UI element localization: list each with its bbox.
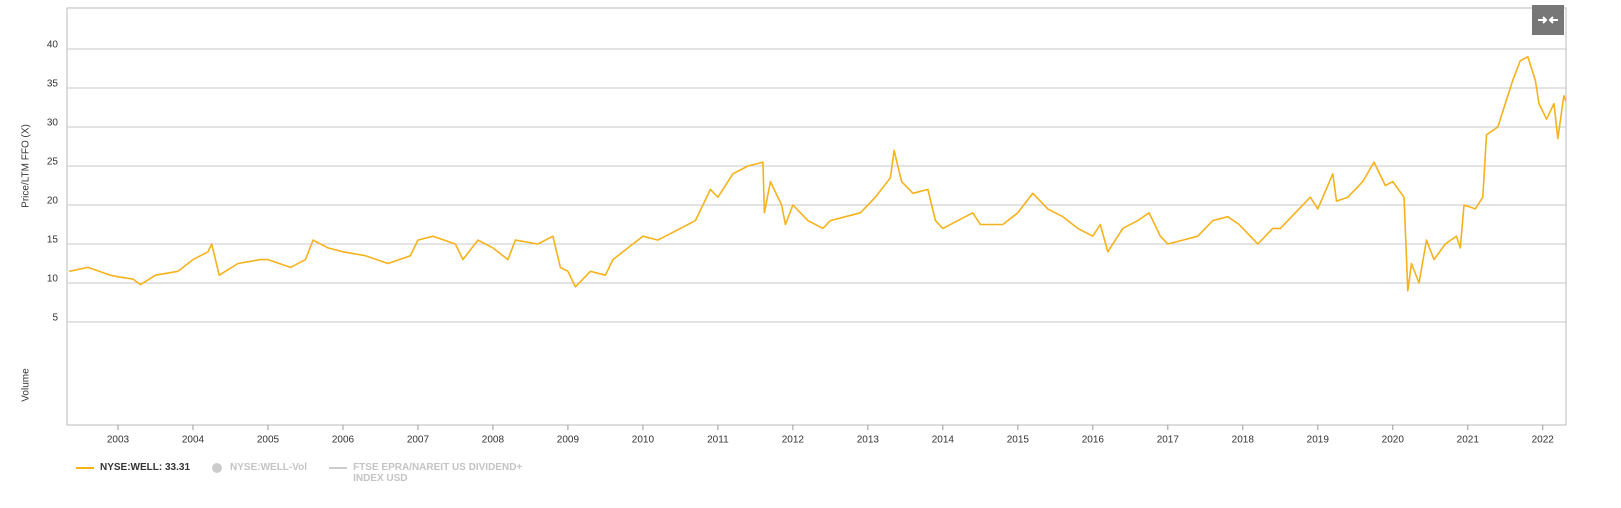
x-tick-label: 2005 <box>257 435 280 446</box>
x-tick-label: 2004 <box>182 435 205 446</box>
x-tick-label: 2020 <box>1382 435 1405 446</box>
legend-item: NYSE:WELL: 33.31 <box>76 462 190 484</box>
x-tick-label: 2009 <box>557 435 580 446</box>
y-tick-label: 15 <box>47 235 59 246</box>
x-tick-label: 2008 <box>482 435 505 446</box>
volume-label: Volume <box>21 368 32 402</box>
legend-item: NYSE:WELL-Vol <box>212 462 307 484</box>
x-tick-label: 2021 <box>1457 435 1480 446</box>
legend-text: NYSE:WELL: 33.31 <box>100 462 191 473</box>
y-axis-label: Price/LTM FFO (X) <box>21 124 32 208</box>
x-tick-label: 2003 <box>107 435 130 446</box>
x-tick-label: 2013 <box>857 435 880 446</box>
button-icon <box>1538 16 1558 24</box>
y-tick-label: 30 <box>47 118 59 129</box>
legend-swatch <box>212 463 223 473</box>
x-tick-label: 2015 <box>1007 435 1030 446</box>
legend-text: NYSE:WELL-Vol <box>230 462 308 473</box>
price-line <box>69 56 1567 292</box>
x-tick-label: 2007 <box>407 435 430 446</box>
y-tick-label: 10 <box>47 274 59 285</box>
x-tick-label: 2018 <box>1232 435 1255 446</box>
x-tick-label: 2019 <box>1307 435 1330 446</box>
y-tick-label: 40 <box>47 40 59 51</box>
x-tick-label: 2012 <box>782 435 805 446</box>
y-tick-label: 25 <box>47 157 59 168</box>
legend: NYSE:WELL: 33.31 NYSE:WELL-Vol FTSE EPRA/N… <box>76 462 550 484</box>
x-tick-label: 2011 <box>707 435 729 446</box>
x-tick-label: 2017 <box>1157 435 1180 446</box>
y-tick-label: 5 <box>52 313 58 324</box>
x-tick-label: 2022 <box>1532 435 1555 446</box>
x-tick-label: 2010 <box>632 435 655 446</box>
x-tick-label: 2016 <box>1082 435 1105 446</box>
collapse-button[interactable] <box>1532 5 1564 35</box>
y-tick-label: 20 <box>47 196 59 207</box>
legend-swatch <box>329 467 348 469</box>
y-tick-label: 35 <box>47 79 59 90</box>
x-tick-label: 2006 <box>332 435 355 446</box>
legend-swatch <box>76 467 94 469</box>
legend-text: FTSE EPRA/NAREIT US DIVIDEND+ INDEX USD <box>353 462 523 484</box>
plot-frame <box>66 7 1567 426</box>
x-tick-label: 2014 <box>932 435 955 446</box>
legend-item: FTSE EPRA/NAREIT US DIVIDEND+ INDEX USD <box>329 462 528 484</box>
button-bg[interactable] <box>1532 5 1564 35</box>
